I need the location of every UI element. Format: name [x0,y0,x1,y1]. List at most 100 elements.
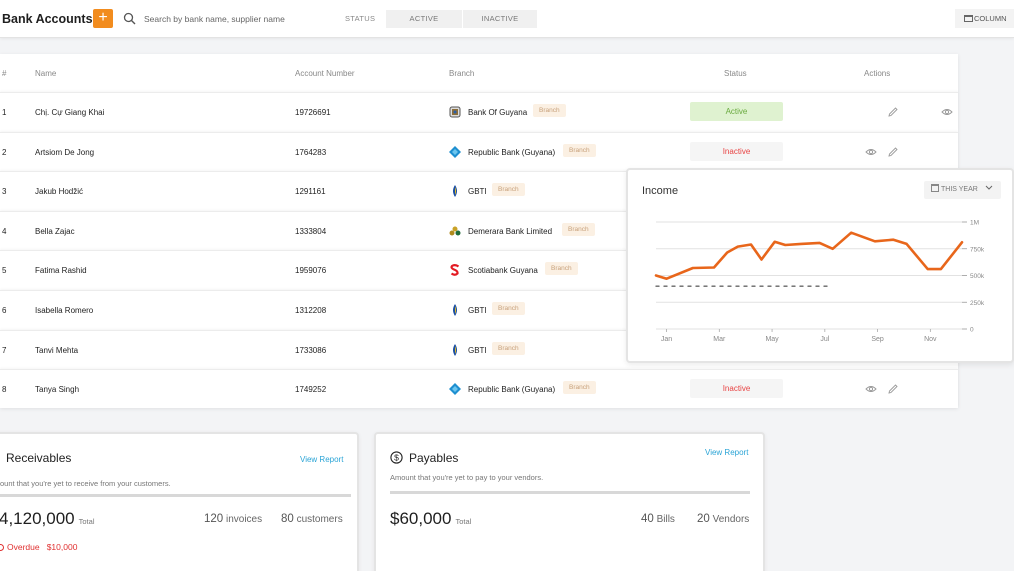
col-name[interactable]: Name [35,69,57,78]
row-bank-name: Demerara Bank Limited [468,227,553,236]
y-tick-label: 750k [970,246,985,253]
row-bank-name: Republic Bank (Guyana) [468,148,556,157]
eye-icon[interactable] [941,106,953,118]
table-header: # Name Account Number Branch Status Acti… [0,54,958,91]
table-row[interactable]: 8 Tanya Singh 1749252 Republic Bank (Guy… [0,369,958,408]
period-dropdown-label: THIS YEAR [941,186,978,193]
row-index: 4 [2,227,7,236]
columns-icon [964,15,973,22]
top-toolbar: Bank Accounts + STATUS ACTIVE INACTIVE C… [0,0,1014,38]
status-badge: Inactive [690,142,783,161]
row-name: Chị. Cự Giang Khai [35,108,105,117]
bank-accounts-table: # Name Account Number Branch Status Acti… [0,54,958,408]
branch-tag: Branch [533,104,566,117]
overdue-label: Overdue [7,542,40,552]
calendar-icon [931,184,939,192]
payables-title: Payables [409,451,459,465]
row-index: 1 [2,108,7,117]
search-icon [123,12,136,25]
col-actions: Actions [864,69,891,78]
demerara-bank-logo-icon [449,226,461,236]
receivables-card: Receivables View Report ount that you're… [0,432,359,571]
invoices-label: invoices [225,514,263,525]
gbti-logo-icon [453,344,457,356]
x-tick-label: May [765,336,779,343]
row-bank-name: GBTI [468,346,487,355]
row-account-number: 1749252 [295,385,327,394]
y-tick-label: 0 [970,327,974,334]
status-badge: Active [690,102,783,121]
table-row[interactable]: 1 Chị. Cự Giang Khai 19726691 Bank Of Gu… [0,92,958,131]
customers-count: 80 [281,513,294,525]
receivables-invoices: 120 invoices [204,513,262,525]
receivables-customers: 80 customers [281,513,343,525]
scotiabank-logo-icon [450,264,460,276]
eye-icon[interactable] [865,383,877,395]
svg-text:$: $ [394,453,399,463]
column-button[interactable]: COLUMN [955,9,1014,28]
row-account-number: 1312208 [295,306,327,315]
x-tick-label: Jul [820,336,829,343]
payables-amount-row: $60,000 Total [390,509,471,529]
row-account-number: 19726691 [295,108,331,117]
row-index: 3 [2,187,7,196]
income-card: Income THIS YEAR 0 250k 500k 750k 1M Jan Mar Ma… [626,168,1014,363]
invoices-count: 120 [204,513,224,525]
period-dropdown[interactable]: THIS YEAR [924,181,1001,199]
overdue-row: Overdue $10,000 [0,542,77,552]
status-filter-label: STATUS [345,14,376,23]
y-tick-label: 500k [970,273,985,280]
warning-icon [0,544,4,551]
row-index: 5 [2,266,7,275]
receivables-amount-row: 4,120,000 Total [0,509,94,529]
x-tick-label: Jan [661,336,672,343]
payables-amount: $60,000 [390,509,452,528]
x-tick-label: Nov [924,336,937,343]
payables-view-report-link[interactable]: View Report [705,448,749,457]
row-name: Isabella Romero [35,306,94,315]
pencil-icon[interactable] [887,146,899,158]
col-account-number[interactable]: Account Number [295,69,355,78]
add-account-button[interactable]: + [93,9,113,28]
row-bank-name: GBTI [468,306,487,315]
row-name: Fatima Rashid [35,266,87,275]
republic-bank-logo-icon [449,146,461,158]
eye-icon[interactable] [865,146,877,158]
vendors-label: Vendors [712,514,750,525]
status-badge: Inactive [690,379,783,398]
page-title: Bank Accounts [2,12,93,26]
col-status[interactable]: Status [724,69,747,78]
row-name: Tanvi Mehta [35,346,79,355]
branch-tag: Branch [492,342,525,355]
payables-vendors: 20 Vendors [697,513,749,525]
row-bank-name: Republic Bank (Guyana) [468,385,556,394]
row-index: 8 [2,385,7,394]
row-account-number: 1764283 [295,148,327,157]
pencil-icon[interactable] [887,383,899,395]
y-tick-label: 250k [970,300,985,307]
filter-active-button[interactable]: ACTIVE [386,10,462,28]
col-branch[interactable]: Branch [449,69,475,78]
row-account-number: 1733086 [295,346,327,355]
row-name: Jakub Hodžić [35,187,84,196]
receivables-view-report-link[interactable]: View Report [300,455,344,464]
filter-inactive-button[interactable]: INACTIVE [463,10,537,28]
pencil-icon[interactable] [887,106,899,118]
x-tick-label: Sep [871,336,884,343]
row-name: Tanya Singh [35,385,80,394]
row-account-number: 1291161 [295,187,326,196]
table-row[interactable]: 2 Artsiom De Jong 1764283 Republic Bank … [0,132,958,171]
branch-tag: Branch [492,302,525,315]
receivables-title: Receivables [6,451,72,465]
column-button-label: COLUMN [974,14,1007,23]
receivables-total-label: Total [78,517,95,526]
payables-card: $ Payables View Report Amount that you'r… [374,432,765,571]
chevron-down-icon [985,185,993,190]
search-input[interactable] [144,11,334,27]
receivables-subtitle: ount that you're yet to receive from you… [0,479,171,488]
x-tick-label: Mar [713,336,726,343]
gbti-logo-icon [453,304,457,316]
branch-tag: Branch [563,381,596,394]
vendors-count: 20 [697,513,710,525]
row-bank-name: Scotiabank Guyana [468,266,538,275]
